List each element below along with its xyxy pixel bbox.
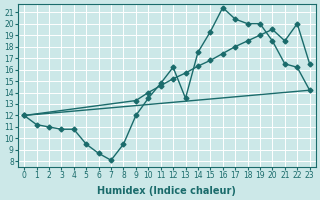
X-axis label: Humidex (Indice chaleur): Humidex (Indice chaleur) xyxy=(98,186,236,196)
